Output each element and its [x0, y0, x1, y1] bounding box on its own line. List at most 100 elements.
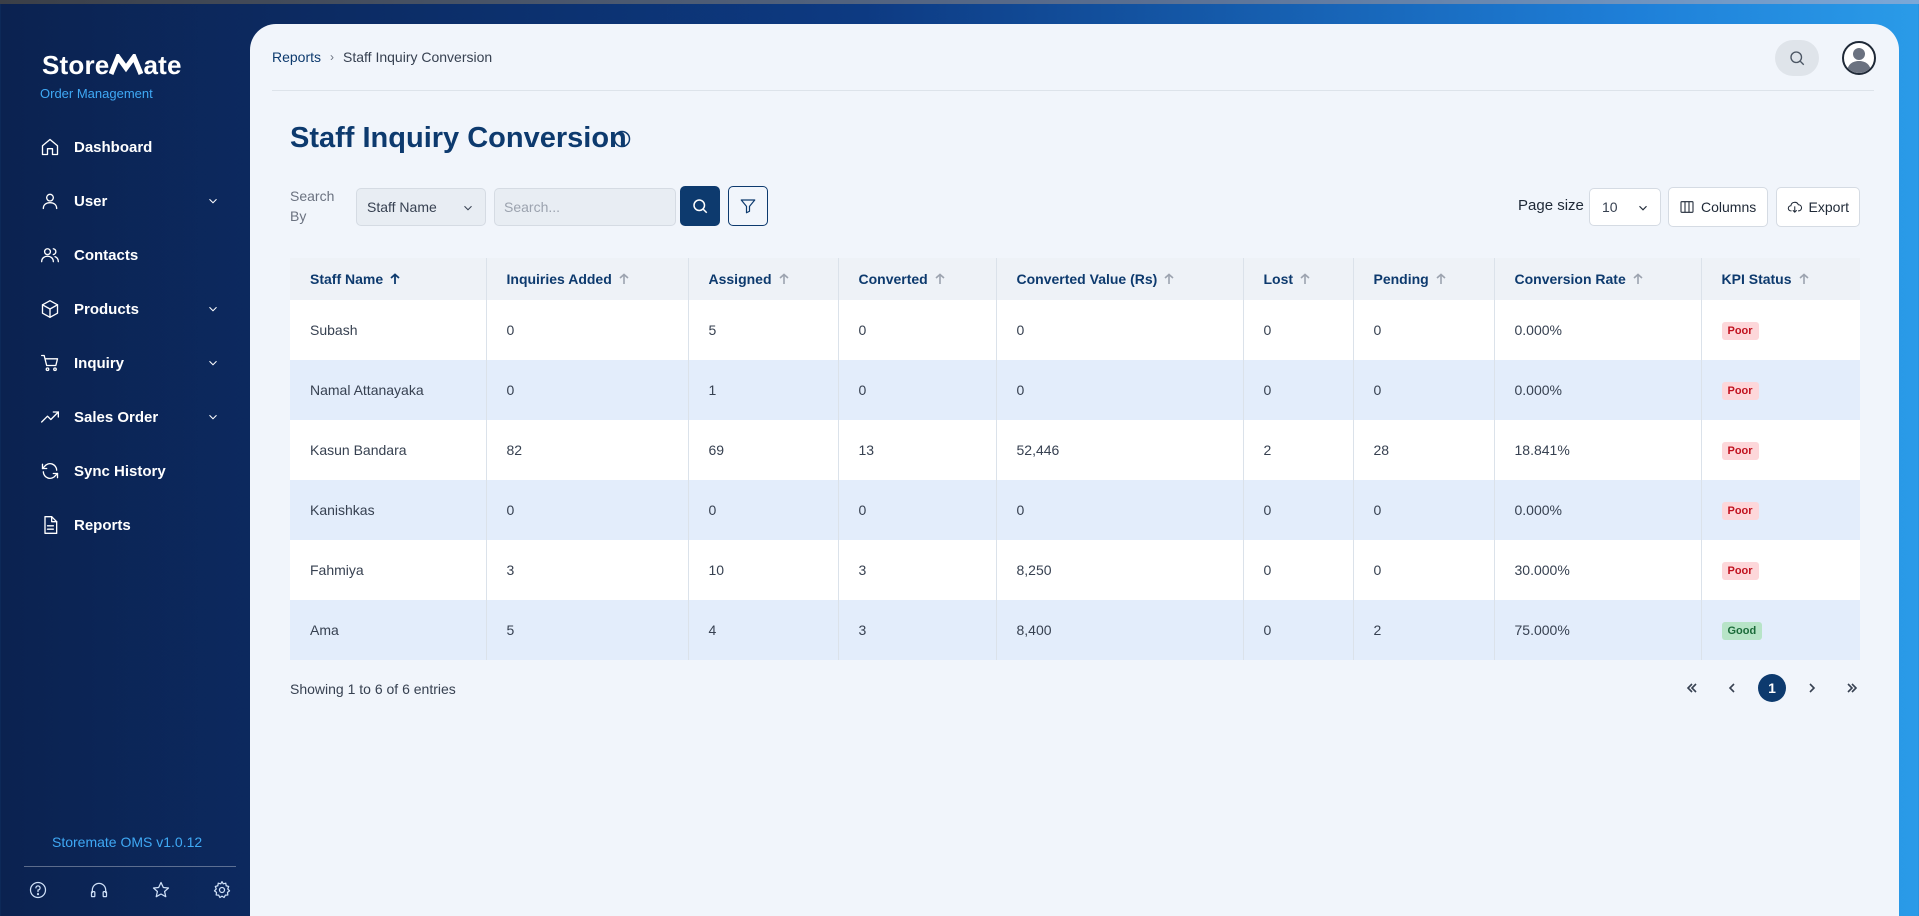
sidebar-item-reports[interactable]: Reports [24, 498, 224, 552]
export-label: Export [1808, 199, 1849, 215]
sort-arrow-icon [1299, 272, 1311, 284]
user-icon [40, 191, 60, 211]
column-header[interactable]: Pending [1352, 258, 1494, 300]
cell-staff-name: Ama [310, 622, 339, 638]
star-icon[interactable] [151, 880, 173, 902]
sidebar-item-label: Reports [74, 516, 131, 534]
column-header-label: Conversion Rate [1514, 271, 1626, 287]
cell-inquiries-added: 0 [485, 480, 688, 540]
sidebar-item-contacts[interactable]: Contacts [24, 228, 224, 282]
info-icon[interactable] [612, 129, 632, 149]
page-size-select[interactable]: 10 [1589, 188, 1661, 226]
header-divider [272, 90, 1874, 91]
cell-lost: 0 [1242, 540, 1353, 600]
column-header-label: Lost [1263, 271, 1294, 287]
column-header[interactable]: Converted [837, 258, 996, 300]
cell-assigned: 69 [687, 420, 838, 480]
next-page-button[interactable] [1798, 674, 1826, 702]
columns-button[interactable]: Columns [1668, 187, 1768, 227]
cell-pending: 0 [1352, 480, 1494, 540]
column-header[interactable]: Inquiries Added [485, 258, 688, 300]
table-row[interactable]: Kasun Bandara 82 69 13 52,446 2 28 18.84… [290, 420, 1860, 480]
avatar[interactable] [1842, 41, 1876, 75]
cell-assigned: 0 [687, 480, 838, 540]
headset-icon[interactable] [89, 880, 111, 902]
search-button[interactable] [680, 186, 720, 226]
export-button[interactable]: Export [1776, 187, 1860, 227]
cell-inquiries-added: 0 [485, 360, 688, 420]
chevron-down-icon [206, 410, 220, 424]
filter-button[interactable] [728, 186, 768, 226]
column-header[interactable]: Converted Value (Rs) [995, 258, 1243, 300]
chevrons-left-icon [1686, 683, 1697, 693]
table-row[interactable]: Subash 0 5 0 0 0 0 0.000% Poor [290, 300, 1860, 360]
sidebar-item-inquiry[interactable]: Inquiry [24, 336, 224, 390]
search-input[interactable] [494, 188, 676, 226]
status-badge: Poor [1721, 561, 1759, 580]
cell-assigned: 1 [687, 360, 838, 420]
cell-staff-name: Kanishkas [310, 502, 375, 518]
cell-assigned: 5 [687, 300, 838, 360]
page-size-label: Page size [1518, 197, 1584, 214]
column-header[interactable]: Lost [1242, 258, 1353, 300]
cell-inquiries-added: 3 [485, 540, 688, 600]
sort-arrow-icon [1798, 272, 1810, 284]
column-header-label: Inquiries Added [506, 271, 612, 287]
main-panel: Reports › Staff Inquiry Conversion Staff… [250, 24, 1899, 916]
column-header[interactable]: Assigned [687, 258, 838, 300]
cell-lost: 0 [1242, 600, 1353, 660]
table-row[interactable]: Namal Attanayaka 0 1 0 0 0 0 0.000% Poor [290, 360, 1860, 420]
table-row[interactable]: Kanishkas 0 0 0 0 0 0 0.000% Poor [290, 480, 1860, 540]
sidebar-item-label: Inquiry [74, 354, 125, 372]
last-page-button[interactable] [1838, 674, 1866, 702]
column-header[interactable]: KPI Status [1700, 258, 1860, 300]
brand-name-part2: ate [143, 50, 182, 80]
cell-converted-value: 0 [995, 360, 1243, 420]
status-badge: Poor [1721, 501, 1759, 520]
table-row[interactable]: Ama 5 4 3 8,400 0 2 75.000% Good [290, 600, 1860, 660]
cell-assigned: 4 [687, 600, 838, 660]
column-header[interactable]: Staff Name [290, 258, 486, 300]
column-header-label: Staff Name [310, 271, 384, 287]
cell-staff-name: Subash [310, 322, 358, 338]
breadcrumb-reports-link[interactable]: Reports [272, 49, 322, 65]
trending-up-icon [40, 407, 60, 427]
help-icon[interactable] [28, 880, 50, 902]
sort-arrow-icon [934, 272, 946, 284]
cell-lost: 0 [1242, 480, 1353, 540]
sidebar-item-products[interactable]: Products [24, 282, 224, 336]
columns-label: Columns [1701, 199, 1757, 215]
cell-converted-value: 0 [995, 300, 1243, 360]
cell-pending: 0 [1352, 360, 1494, 420]
search-by-label: Search By [290, 188, 335, 224]
brand-logo[interactable]: Store ate [42, 50, 182, 81]
first-page-button[interactable] [1678, 674, 1706, 702]
file-icon [40, 515, 60, 535]
sidebar-item-sales-order[interactable]: Sales Order [24, 390, 224, 444]
cell-staff-name: Fahmiya [310, 562, 364, 578]
sidebar-item-dashboard[interactable]: Dashboard [24, 120, 224, 174]
home-icon [40, 137, 60, 157]
table-row[interactable]: Fahmiya 3 10 3 8,250 0 0 30.000% Poor [290, 540, 1860, 600]
pagination: 1 [1666, 674, 1866, 702]
page-number-button[interactable]: 1 [1758, 674, 1786, 702]
cell-converted: 0 [837, 480, 996, 540]
search-by-select[interactable]: Staff Name [356, 188, 486, 226]
column-header-label: Assigned [708, 271, 772, 287]
sidebar-item-sync-history[interactable]: Sync History [24, 444, 224, 498]
cell-kpi-status: Poor [1700, 420, 1860, 480]
search-icon [693, 199, 708, 214]
column-header-label: KPI Status [1721, 271, 1792, 287]
cell-converted: 3 [837, 540, 996, 600]
entries-summary: Showing 1 to 6 of 6 entries [290, 681, 456, 697]
settings-icon[interactable] [212, 880, 234, 902]
status-badge: Poor [1721, 321, 1759, 340]
sort-arrow-icon [778, 272, 790, 284]
page-title: Staff Inquiry Conversion [290, 122, 627, 154]
sidebar-item-user[interactable]: User [24, 174, 224, 228]
chevron-down-icon [206, 194, 220, 208]
prev-page-button[interactable] [1718, 674, 1746, 702]
brand-name-part1: Store [42, 50, 110, 80]
global-search-button[interactable] [1775, 40, 1819, 76]
column-header[interactable]: Conversion Rate [1493, 258, 1701, 300]
